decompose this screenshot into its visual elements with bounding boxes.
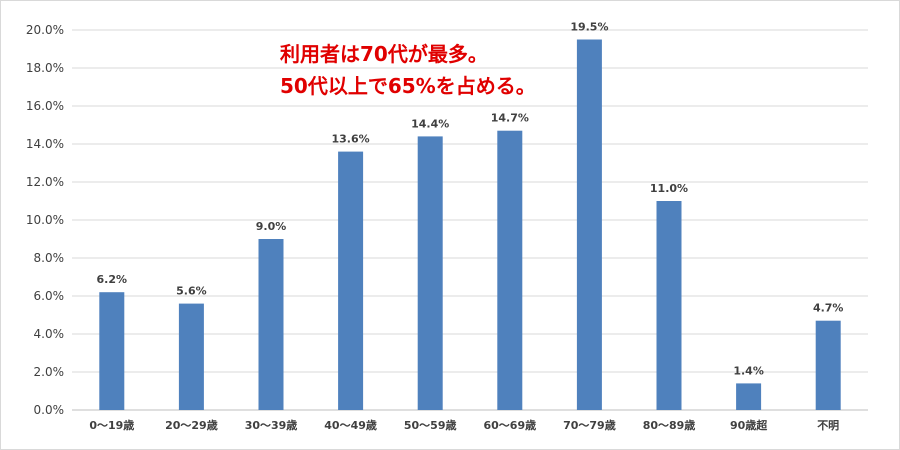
data-label: 1.4% bbox=[733, 364, 764, 377]
data-label: 4.7% bbox=[813, 302, 844, 315]
y-tick-label: 6.0% bbox=[34, 289, 65, 303]
data-label: 9.0% bbox=[256, 220, 287, 233]
x-tick-label: 90歳超 bbox=[730, 418, 768, 432]
bar bbox=[178, 303, 204, 410]
x-tick-label: 不明 bbox=[817, 419, 839, 432]
chart-annotation: 利用者は70代が最多。 50代以上で65%を占める。 bbox=[280, 38, 536, 102]
x-tick-label: 30～39歳 bbox=[245, 418, 298, 432]
x-tick-label: 60～69歳 bbox=[483, 418, 536, 432]
x-tick-label: 70～79歳 bbox=[563, 418, 616, 432]
bar bbox=[258, 239, 284, 410]
data-label: 11.0% bbox=[650, 182, 688, 195]
data-label: 6.2% bbox=[97, 273, 128, 286]
bar bbox=[497, 130, 523, 410]
data-label: 19.5% bbox=[570, 21, 608, 34]
y-tick-label: 14.0% bbox=[26, 137, 64, 151]
bar bbox=[576, 39, 602, 410]
y-tick-label: 10.0% bbox=[26, 213, 64, 227]
y-tick-label: 0.0% bbox=[34, 403, 65, 417]
y-tick-label: 20.0% bbox=[26, 23, 64, 37]
annotation-line-2: 50代以上で65%を占める。 bbox=[280, 74, 536, 98]
annotation-line-1: 利用者は70代が最多。 bbox=[280, 42, 488, 66]
x-tick-label: 40～49歳 bbox=[324, 418, 377, 432]
x-tick-label: 20～29歳 bbox=[165, 418, 218, 432]
x-tick-label: 0～19歳 bbox=[89, 418, 134, 432]
y-tick-label: 2.0% bbox=[34, 365, 65, 379]
bar bbox=[338, 151, 364, 410]
bar bbox=[417, 136, 443, 410]
data-label: 5.6% bbox=[176, 285, 207, 298]
data-label: 13.6% bbox=[332, 133, 370, 146]
x-tick-label: 50～59歳 bbox=[404, 418, 457, 432]
y-tick-label: 16.0% bbox=[26, 99, 64, 113]
data-label: 14.4% bbox=[411, 117, 449, 130]
bar bbox=[736, 383, 762, 410]
y-tick-label: 12.0% bbox=[26, 175, 64, 189]
data-label: 14.7% bbox=[491, 112, 529, 125]
bar bbox=[99, 292, 125, 410]
y-tick-label: 4.0% bbox=[34, 327, 65, 341]
x-tick-label: 80～89歳 bbox=[643, 418, 696, 432]
bar bbox=[815, 320, 841, 410]
bar bbox=[656, 201, 682, 410]
y-tick-label: 8.0% bbox=[34, 251, 65, 265]
y-tick-label: 18.0% bbox=[26, 61, 64, 75]
